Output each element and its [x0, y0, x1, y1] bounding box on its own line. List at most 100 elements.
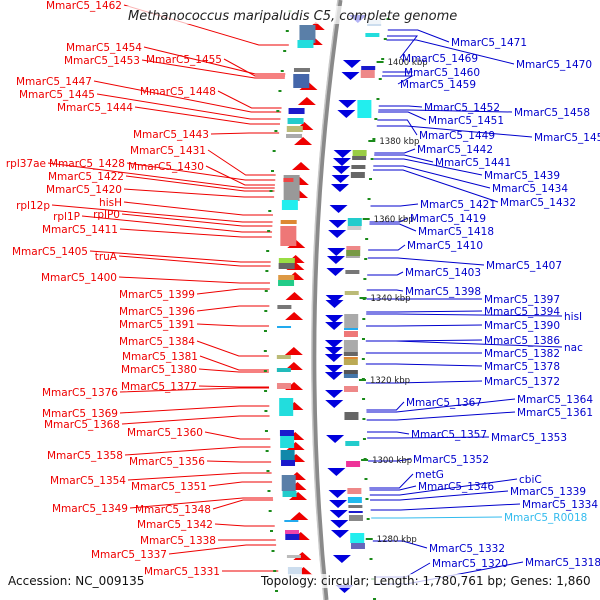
gene-annotation-block[interactable]: [284, 520, 299, 522]
gene-annotation-block[interactable]: [352, 156, 367, 160]
gene-annotation-block[interactable]: [282, 491, 297, 497]
gene-annotation-block[interactable]: [360, 70, 375, 78]
gene-annotation-block[interactable]: [299, 25, 316, 43]
gene-annotation-block[interactable]: [343, 331, 358, 337]
gene-label-right[interactable]: MmarC5_1357: [411, 429, 487, 441]
gene-annotation-block[interactable]: [343, 374, 358, 378]
gene-label-left[interactable]: MmarC5_1422: [48, 171, 124, 183]
gene-label-right[interactable]: MmarC5_1334: [522, 499, 598, 511]
gene-label-left[interactable]: MmarC5_1376: [42, 387, 118, 399]
gene-annotation-block[interactable]: [280, 450, 295, 460]
forward-gene-arrow[interactable]: [285, 292, 304, 300]
gene-annotation-block[interactable]: [277, 326, 292, 328]
gene-annotation-block[interactable]: [344, 328, 359, 330]
reverse-gene-arrow[interactable]: [330, 184, 349, 192]
gene-annotation-block[interactable]: [345, 270, 360, 274]
gene-annotation-block[interactable]: [346, 250, 361, 256]
reverse-gene-arrow[interactable]: [342, 60, 361, 68]
gene-label-right[interactable]: MmarC5_1339: [510, 486, 586, 498]
gene-label-left[interactable]: MmarC5_1455: [146, 54, 222, 66]
reverse-gene-arrow[interactable]: [329, 500, 348, 508]
reverse-gene-arrow[interactable]: [324, 365, 343, 373]
reverse-gene-arrow[interactable]: [324, 340, 343, 348]
gene-annotation-block[interactable]: [343, 340, 358, 352]
gene-label-left[interactable]: MmarC5_1428: [49, 158, 125, 170]
gene-annotation-block[interactable]: [347, 488, 362, 494]
gene-label-right[interactable]: MmarC5_1442: [417, 144, 493, 156]
gene-label-right[interactable]: MmarC5_1434: [492, 183, 568, 195]
gene-label-right[interactable]: MmarC5_1418: [418, 226, 494, 238]
gene-label-right[interactable]: MmarC5_1378: [484, 361, 560, 373]
reverse-gene-arrow[interactable]: [325, 295, 344, 303]
gene-annotation-block[interactable]: [278, 275, 295, 280]
gene-annotation-block[interactable]: [343, 357, 358, 359]
gene-annotation-block[interactable]: [281, 460, 296, 466]
gene-label-left[interactable]: rplP0: [93, 209, 120, 221]
gene-annotation-block[interactable]: [351, 165, 366, 169]
gene-label-right[interactable]: MmarC5_1390: [484, 320, 560, 332]
gene-label-left[interactable]: MmarC5_1337: [91, 549, 167, 561]
gene-annotation-block[interactable]: [285, 534, 300, 540]
gene-label-right[interactable]: cbiC: [519, 474, 542, 486]
gene-annotation-block[interactable]: [286, 134, 303, 138]
gene-label-left[interactable]: MmarC5_1381: [122, 351, 198, 363]
gene-label-left[interactable]: MmarC5_1380: [121, 364, 197, 376]
gene-annotation-block[interactable]: [287, 567, 302, 577]
gene-label-right[interactable]: MmarC5_1394: [484, 306, 560, 318]
reverse-gene-arrow[interactable]: [327, 468, 346, 476]
gene-label-left[interactable]: MmarC5_1411: [42, 224, 118, 236]
gene-label-left[interactable]: MmarC5_1391: [119, 319, 195, 331]
gene-annotation-block[interactable]: [283, 178, 294, 182]
gene-label-right[interactable]: MmarC5_1372: [484, 376, 560, 388]
gene-label-right[interactable]: nac: [564, 342, 583, 354]
reverse-gene-arrow[interactable]: [333, 150, 352, 158]
gene-annotation-block[interactable]: [357, 100, 372, 118]
reverse-gene-arrow[interactable]: [324, 372, 343, 380]
reverse-gene-arrow[interactable]: [326, 268, 345, 276]
gene-label-left[interactable]: MmarC5_1453: [64, 55, 140, 67]
gene-label-left[interactable]: MmarC5_1431: [130, 145, 206, 157]
gene-label-right[interactable]: MmarC5_1449: [419, 130, 495, 142]
reverse-gene-arrow[interactable]: [324, 354, 343, 362]
gene-annotation-block[interactable]: [281, 475, 296, 491]
gene-annotation-block[interactable]: [276, 368, 291, 372]
gene-label-right[interactable]: MmarC5_1450: [534, 132, 600, 144]
gene-label-left[interactable]: MmarC5_1445: [19, 89, 95, 101]
gene-label-left[interactable]: MmarC5_1462: [46, 0, 122, 12]
forward-gene-arrow[interactable]: [290, 512, 309, 520]
gene-annotation-block[interactable]: [278, 280, 295, 286]
gene-label-right[interactable]: MmarC5_1441: [435, 157, 511, 169]
gene-annotation-block[interactable]: [279, 430, 294, 436]
gene-annotation-block[interactable]: [345, 441, 360, 446]
reverse-gene-arrow[interactable]: [325, 390, 344, 398]
reverse-gene-arrow[interactable]: [332, 158, 351, 166]
gene-annotation-block[interactable]: [344, 291, 359, 295]
reverse-gene-arrow[interactable]: [325, 300, 344, 308]
gene-annotation-block[interactable]: [293, 74, 310, 88]
reverse-gene-arrow[interactable]: [326, 256, 345, 264]
gene-label-left[interactable]: MmarC5_1396: [119, 306, 195, 318]
gene-label-left[interactable]: MmarC5_1354: [50, 475, 126, 487]
gene-label-right[interactable]: MmarC5_1410: [407, 240, 483, 252]
gene-label-left[interactable]: MmarC5_1399: [119, 289, 195, 301]
gene-annotation-block[interactable]: [297, 40, 314, 48]
gene-label-left[interactable]: MmarC5_1430: [128, 161, 204, 173]
forward-gene-arrow[interactable]: [292, 162, 311, 170]
gene-annotation-block[interactable]: [278, 263, 295, 269]
gene-label-right[interactable]: MmarC5_1386: [484, 335, 560, 347]
gene-annotation-block[interactable]: [344, 314, 359, 328]
gene-label-right[interactable]: MmarC5_1382: [484, 348, 560, 360]
gene-label-right[interactable]: MmarC5_1421: [420, 199, 496, 211]
gene-annotation-block[interactable]: [288, 108, 305, 114]
gene-label-right[interactable]: MmarC5_1407: [486, 260, 562, 272]
forward-gene-arrow[interactable]: [284, 347, 303, 355]
gene-label-right[interactable]: MmarC5_1320: [432, 558, 508, 570]
gene-label-right[interactable]: MmarC5_1364: [517, 394, 593, 406]
gene-label-left[interactable]: rpl12p: [16, 200, 50, 212]
gene-annotation-block[interactable]: [350, 172, 365, 178]
gene-annotation-block[interactable]: [287, 118, 304, 124]
gene-label-right[interactable]: MmarC5_1419: [410, 213, 486, 225]
gene-label-left[interactable]: truA: [95, 251, 118, 263]
gene-label-left[interactable]: MmarC5_1443: [133, 129, 209, 141]
gene-label-right[interactable]: MmarC5_1459: [400, 79, 476, 91]
